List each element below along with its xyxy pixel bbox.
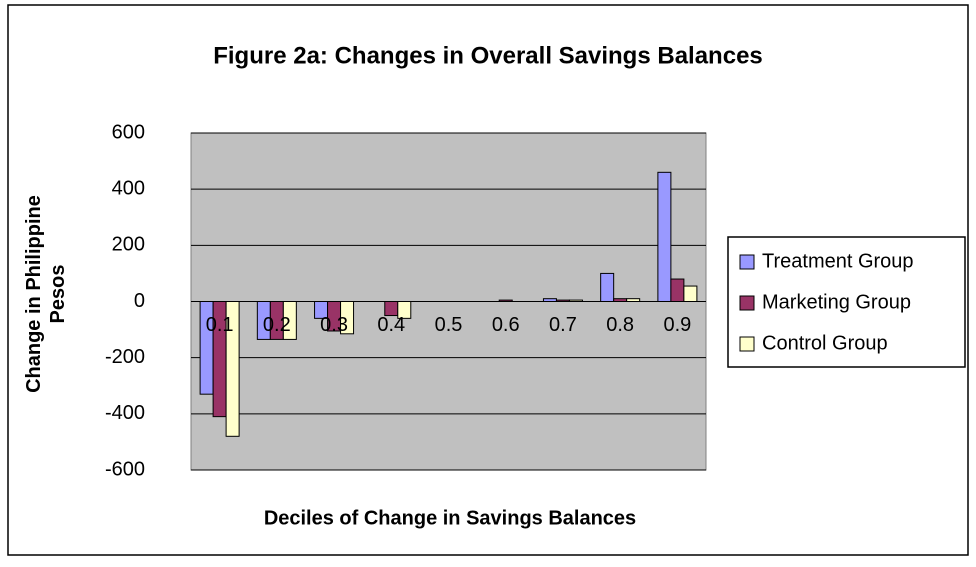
- legend-box: [727, 236, 966, 368]
- x-tick-label: 0.1: [206, 314, 234, 336]
- y-tick-label: 200: [112, 234, 145, 256]
- x-tick-label: 0.3: [320, 314, 348, 336]
- bar: [657, 171, 672, 302]
- chart-title: Figure 2a: Changes in Overall Savings Ba…: [213, 42, 763, 69]
- x-tick-label: 0.6: [492, 314, 520, 336]
- legend-swatch: [739, 254, 755, 270]
- legend-label: Control Group: [762, 332, 888, 354]
- legend-label: Treatment Group: [762, 250, 914, 272]
- y-tick-label: 400: [112, 177, 145, 199]
- x-axis-title: Deciles of Change in Savings Balances: [264, 507, 636, 529]
- bar: [670, 278, 685, 302]
- y-tick-label: 0: [134, 290, 145, 312]
- y-tick-label: 600: [112, 121, 145, 143]
- y-axis-title: Change in Philippine Pesos: [23, 195, 69, 393]
- bar: [600, 272, 615, 302]
- y-tick-label: -600: [105, 458, 145, 480]
- legend-swatch: [739, 295, 755, 311]
- x-tick-label: 0.5: [435, 314, 463, 336]
- y-tick-label: -200: [105, 346, 145, 368]
- x-tick-label: 0.7: [549, 314, 577, 336]
- bar: [683, 285, 698, 303]
- legend-swatch: [739, 336, 755, 352]
- x-tick-label: 0.9: [663, 314, 691, 336]
- x-tick-label: 0.4: [377, 314, 405, 336]
- y-tick-label: -400: [105, 402, 145, 424]
- x-tick-label: 0.2: [263, 314, 291, 336]
- legend-label: Marketing Group: [762, 291, 911, 313]
- x-tick-label: 0.8: [606, 314, 634, 336]
